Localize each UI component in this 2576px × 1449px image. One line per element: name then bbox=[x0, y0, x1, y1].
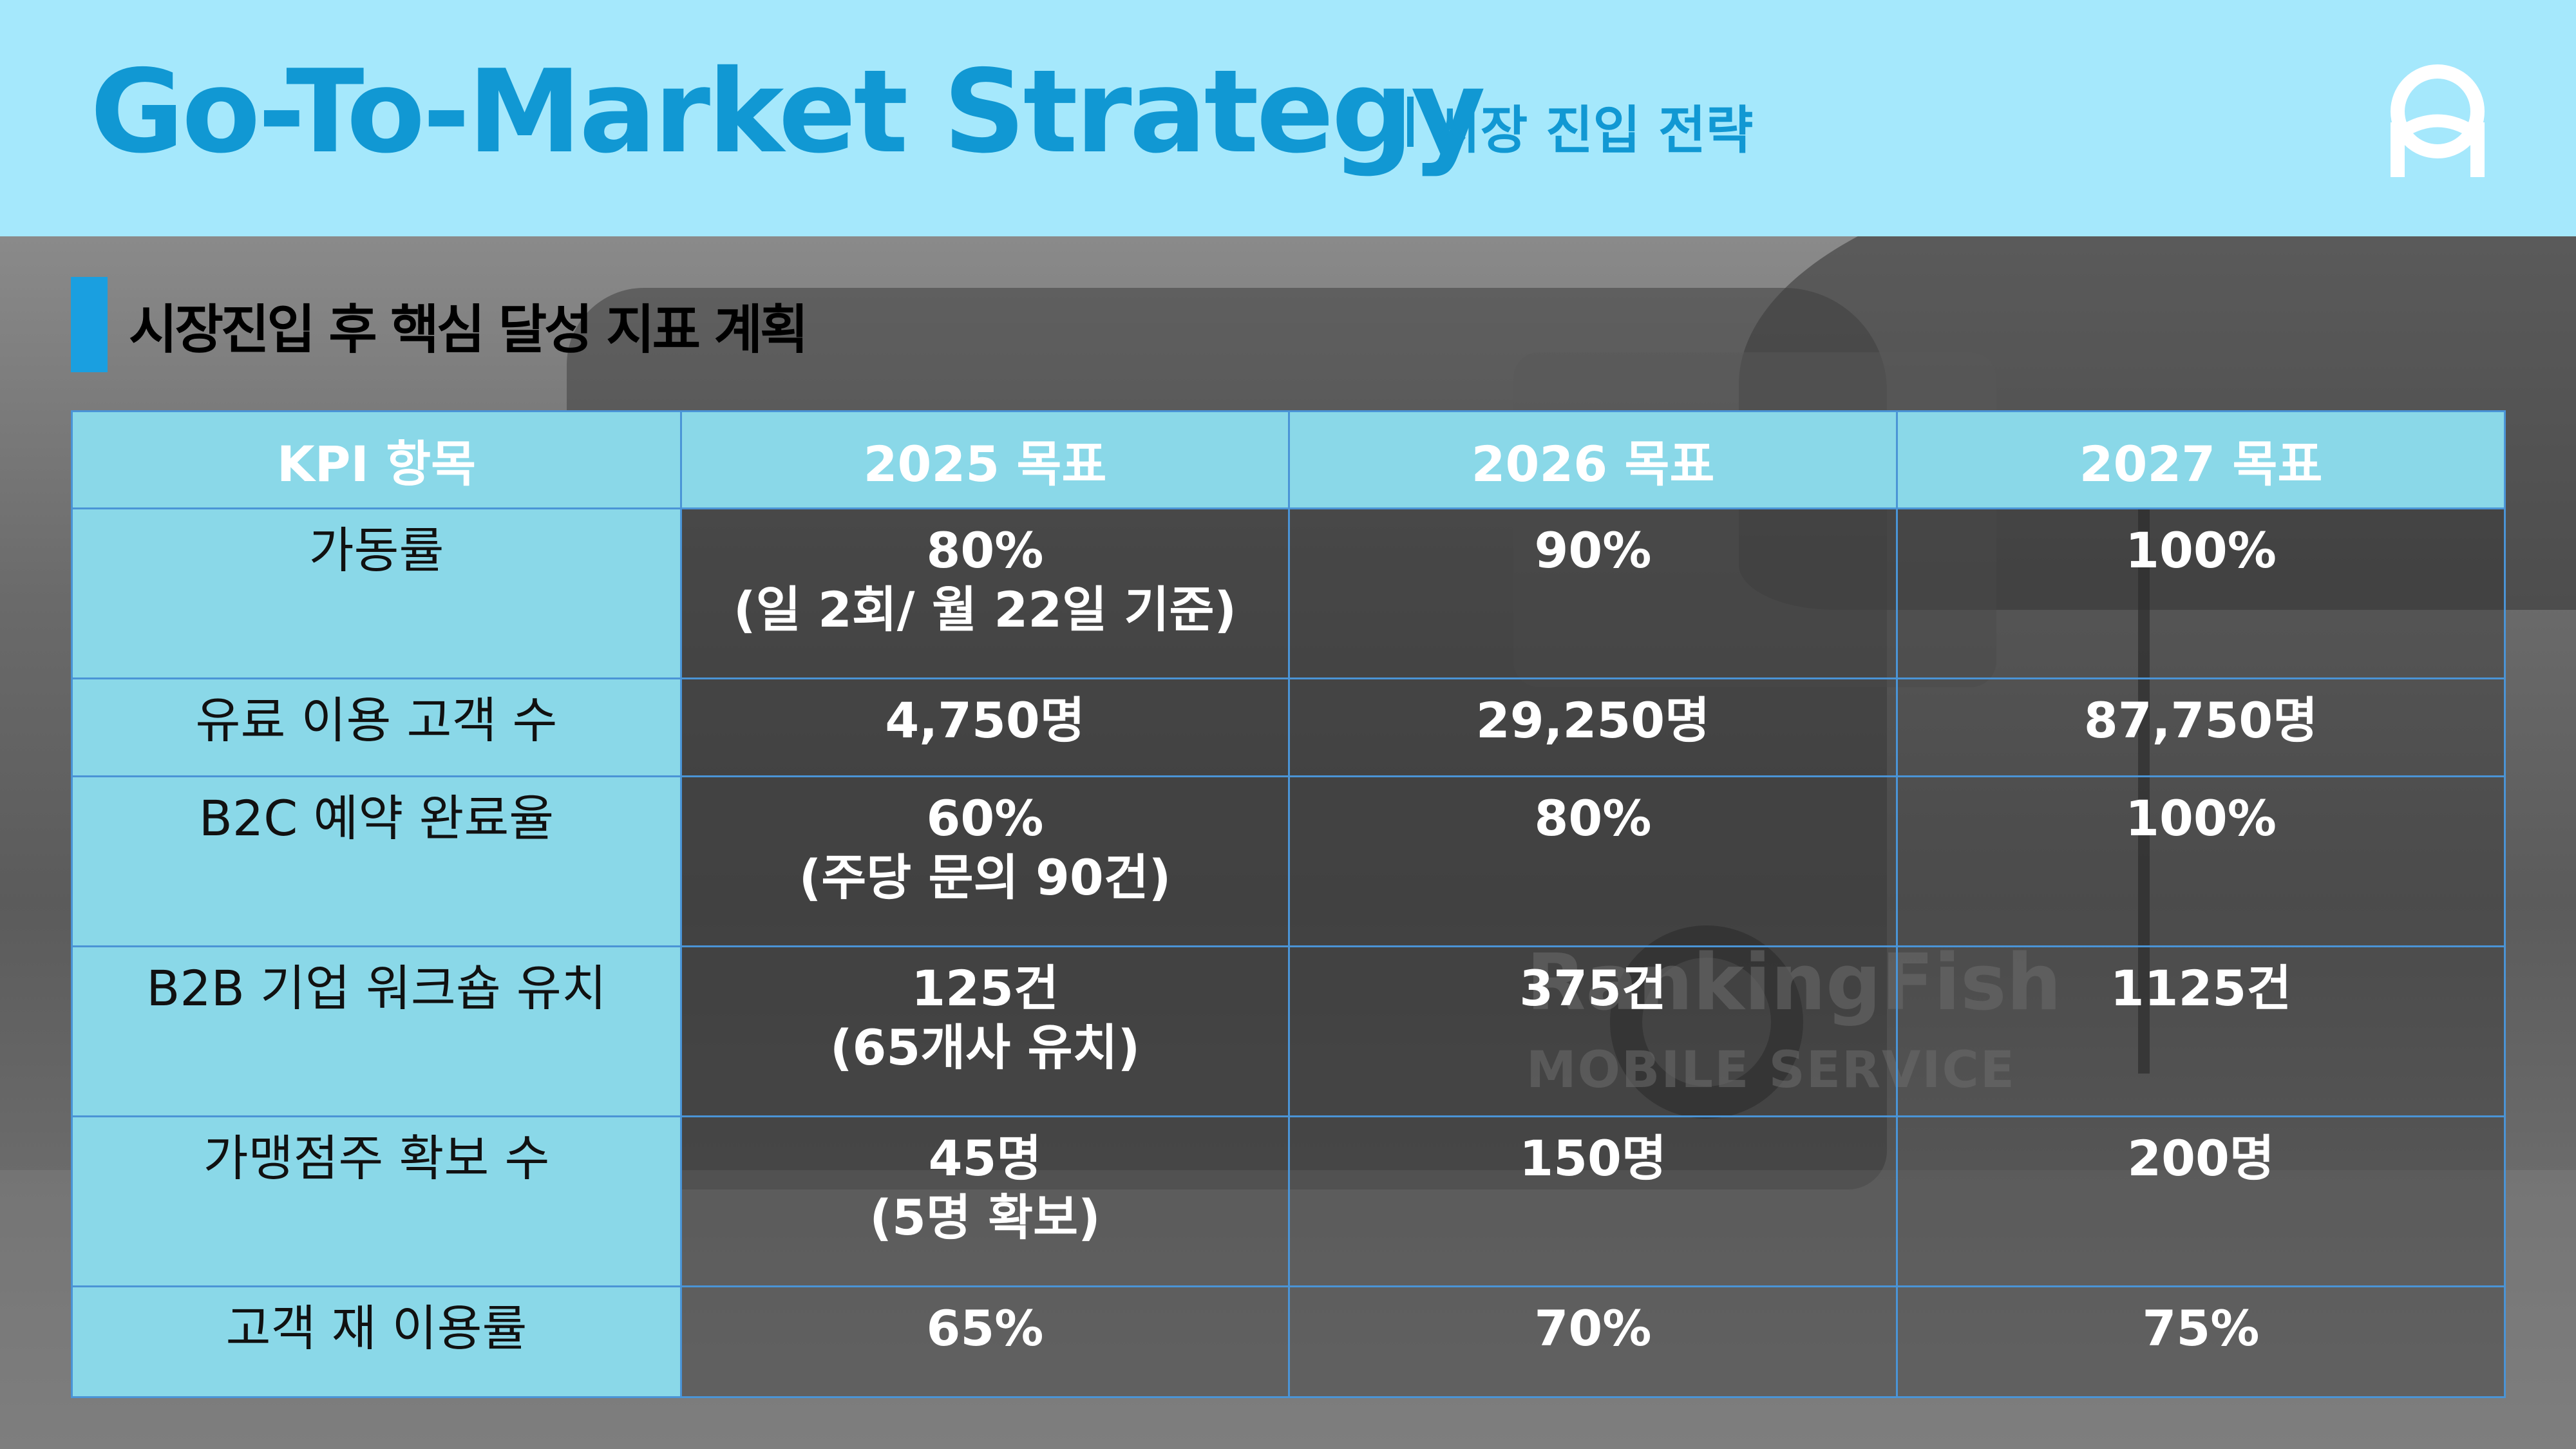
section-accent-bar bbox=[71, 277, 108, 372]
table-cell: 70% bbox=[1288, 1285, 1898, 1398]
table-header-row: KPI 항목 2025 목표 2026 목표 2027 목표 bbox=[71, 410, 2506, 509]
cell-note: (5명 확보) bbox=[869, 1189, 1101, 1246]
cell-note: (일 2회/ 월 22일 기준) bbox=[733, 581, 1237, 638]
cell-value: 70% bbox=[1534, 1300, 1652, 1357]
cell-value: 1125건 bbox=[2110, 960, 2292, 1017]
cell-value: 375건 bbox=[1519, 960, 1667, 1017]
table-row: B2C 예약 완료율 60% (주당 문의 90건) 80% 100% bbox=[71, 775, 2506, 947]
cell-value: 150명 bbox=[1519, 1130, 1667, 1187]
cell-value: 75% bbox=[2142, 1300, 2260, 1357]
column-header-2026: 2026 목표 bbox=[1288, 410, 1898, 509]
table-cell: 1125건 bbox=[1896, 945, 2506, 1117]
cell-value: 60% bbox=[926, 790, 1044, 847]
page-subtitle: 시장 진입 전략 bbox=[1433, 100, 1754, 160]
row-label: 고객 재 이용률 bbox=[71, 1285, 682, 1398]
cell-value: 80% bbox=[1534, 790, 1652, 847]
table-row: B2B 기업 워크숍 유치 125건 (65개사 유치) 375건 1125건 bbox=[71, 945, 2506, 1117]
cell-value: 125건 bbox=[911, 960, 1059, 1017]
table-cell: 125건 (65개사 유치) bbox=[680, 945, 1290, 1117]
table-cell: 150명 bbox=[1288, 1115, 1898, 1287]
cell-value: 65% bbox=[926, 1300, 1044, 1357]
table-cell: 45명 (5명 확보) bbox=[680, 1115, 1290, 1287]
row-label: 가맹점주 확보 수 bbox=[71, 1115, 682, 1287]
row-label: B2B 기업 워크숍 유치 bbox=[71, 945, 682, 1117]
cell-value: 200명 bbox=[2127, 1130, 2275, 1187]
row-label: B2C 예약 완료율 bbox=[71, 775, 682, 947]
table-row: 고객 재 이용률 65% 70% 75% bbox=[71, 1285, 2506, 1398]
section-title: 시장진입 후 핵심 달성 지표 계획 bbox=[129, 299, 808, 361]
cell-note: (주당 문의 90건) bbox=[799, 849, 1171, 906]
page-title: Go-To-Market Strategy bbox=[90, 45, 1486, 178]
cell-value: 90% bbox=[1534, 522, 1652, 579]
kpi-table: KPI 항목 2025 목표 2026 목표 2027 목표 가동률 80% (일… bbox=[71, 410, 2506, 1398]
rankingfish-logo-icon bbox=[2391, 64, 2485, 177]
cell-value: 87,750명 bbox=[2083, 692, 2318, 749]
title-separator bbox=[1407, 97, 1414, 147]
header-band: Go-To-Market Strategy 시장 진입 전략 bbox=[0, 0, 2576, 236]
table-row: 가맹점주 확보 수 45명 (5명 확보) 150명 200명 bbox=[71, 1115, 2506, 1287]
cell-value: 29,250명 bbox=[1475, 692, 1710, 749]
table-cell: 87,750명 bbox=[1896, 677, 2506, 777]
table-cell: 100% bbox=[1896, 775, 2506, 947]
table-cell: 375건 bbox=[1288, 945, 1898, 1117]
table-cell: 80% bbox=[1288, 775, 1898, 947]
table-row: 유료 이용 고객 수 4,750명 29,250명 87,750명 bbox=[71, 677, 2506, 777]
cell-value: 100% bbox=[2125, 522, 2277, 579]
column-header-2025: 2025 목표 bbox=[680, 410, 1290, 509]
cell-value: 80% bbox=[926, 522, 1044, 579]
column-header-kpi: KPI 항목 bbox=[71, 410, 682, 509]
cell-value: 45명 bbox=[928, 1130, 1042, 1187]
cell-note: (65개사 유치) bbox=[829, 1019, 1141, 1076]
cell-value: 100% bbox=[2125, 790, 2277, 847]
table-cell: 80% (일 2회/ 월 22일 기준) bbox=[680, 507, 1290, 679]
table-cell: 29,250명 bbox=[1288, 677, 1898, 777]
table-cell: 90% bbox=[1288, 507, 1898, 679]
row-label: 가동률 bbox=[71, 507, 682, 679]
column-header-2027: 2027 목표 bbox=[1896, 410, 2506, 509]
table-cell: 200명 bbox=[1896, 1115, 2506, 1287]
table-cell: 100% bbox=[1896, 507, 2506, 679]
row-label: 유료 이용 고객 수 bbox=[71, 677, 682, 777]
cell-value: 4,750명 bbox=[885, 692, 1085, 749]
table-cell: 4,750명 bbox=[680, 677, 1290, 777]
table-cell: 65% bbox=[680, 1285, 1290, 1398]
table-row: 가동률 80% (일 2회/ 월 22일 기준) 90% 100% bbox=[71, 507, 2506, 679]
table-cell: 75% bbox=[1896, 1285, 2506, 1398]
table-cell: 60% (주당 문의 90건) bbox=[680, 775, 1290, 947]
